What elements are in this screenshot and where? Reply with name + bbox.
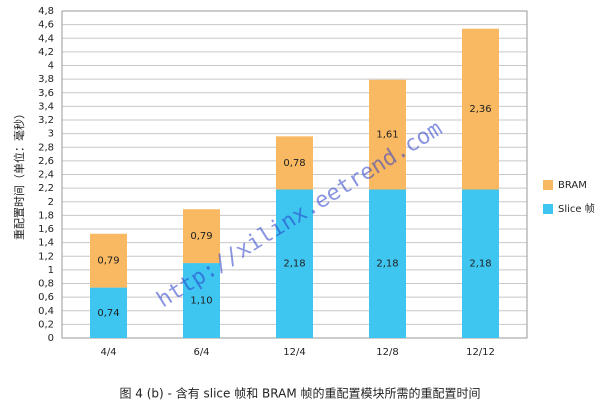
value-label: 2,18 bbox=[469, 259, 491, 270]
y-axis-label: 重配置时间（单位：毫秒） bbox=[12, 108, 26, 240]
y-tick-label: 4,2 bbox=[38, 47, 54, 58]
bar-segment bbox=[90, 233, 127, 288]
y-tick-label: 1,8 bbox=[38, 210, 54, 221]
y-tick-label: 0,4 bbox=[38, 306, 54, 317]
value-label: 0,74 bbox=[97, 308, 119, 319]
y-tick-label: 3,2 bbox=[38, 115, 54, 126]
bar-segment bbox=[276, 136, 313, 190]
bar-segment bbox=[183, 209, 220, 264]
y-tick-label: 1,4 bbox=[38, 238, 54, 249]
bar-segment bbox=[183, 263, 220, 338]
y-tick-label: 0 bbox=[48, 333, 54, 344]
y-tick-label: 3,4 bbox=[38, 101, 54, 112]
value-label: 2,36 bbox=[469, 104, 491, 115]
y-tick-label: 2 bbox=[48, 197, 54, 208]
y-tick-label: 1 bbox=[48, 265, 54, 276]
y-tick-label: 2,8 bbox=[38, 142, 54, 153]
value-label: 0,79 bbox=[190, 231, 212, 242]
value-label: 1,61 bbox=[376, 130, 398, 141]
y-tick-label: 1,2 bbox=[38, 251, 54, 262]
y-tick-label: 2,4 bbox=[38, 170, 54, 181]
legend-swatch bbox=[543, 180, 553, 190]
y-tick-label: 2,2 bbox=[38, 183, 54, 194]
value-label: 1,10 bbox=[190, 296, 212, 307]
bar-segment bbox=[369, 189, 406, 338]
bar-segment bbox=[369, 79, 406, 190]
chart-caption: 图 4 (b) - 含有 slice 帧和 BRAM 帧的重配置模块所需的重配置… bbox=[119, 386, 480, 401]
y-tick-label: 2,6 bbox=[38, 156, 54, 167]
x-tick-label: 12/4 bbox=[283, 347, 305, 358]
x-tick-label: 12/8 bbox=[376, 347, 398, 358]
y-tick-label: 1,6 bbox=[38, 224, 54, 235]
y-tick-label: 3,8 bbox=[38, 74, 54, 85]
legend-label: Slice 帧 bbox=[558, 202, 595, 215]
bar-segment bbox=[462, 28, 499, 190]
y-tick-label: 0,2 bbox=[38, 319, 54, 330]
value-label: 2,18 bbox=[283, 259, 305, 270]
y-tick-label: 0,6 bbox=[38, 292, 54, 303]
bar-segment bbox=[90, 287, 127, 338]
y-tick-label: 4,8 bbox=[38, 6, 54, 17]
x-tick-label: 6/4 bbox=[193, 347, 209, 358]
y-tick-label: 4 bbox=[48, 61, 54, 72]
value-label: 0,78 bbox=[283, 158, 305, 169]
y-tick-label: 4,4 bbox=[38, 33, 54, 44]
x-tick-label: 4/4 bbox=[100, 347, 116, 358]
bar-segment bbox=[276, 189, 313, 338]
bar-segment bbox=[462, 189, 499, 338]
value-label: 0,79 bbox=[97, 256, 119, 267]
y-tick-label: 3 bbox=[48, 129, 54, 140]
y-tick-label: 3,6 bbox=[38, 88, 54, 99]
y-tick-label: 4,6 bbox=[38, 20, 54, 31]
legend-label: BRAM bbox=[558, 180, 587, 191]
legend-swatch bbox=[543, 204, 553, 214]
x-tick-label: 12/12 bbox=[466, 347, 495, 358]
y-tick-label: 0,8 bbox=[38, 279, 54, 290]
value-label: 2,18 bbox=[376, 259, 398, 270]
